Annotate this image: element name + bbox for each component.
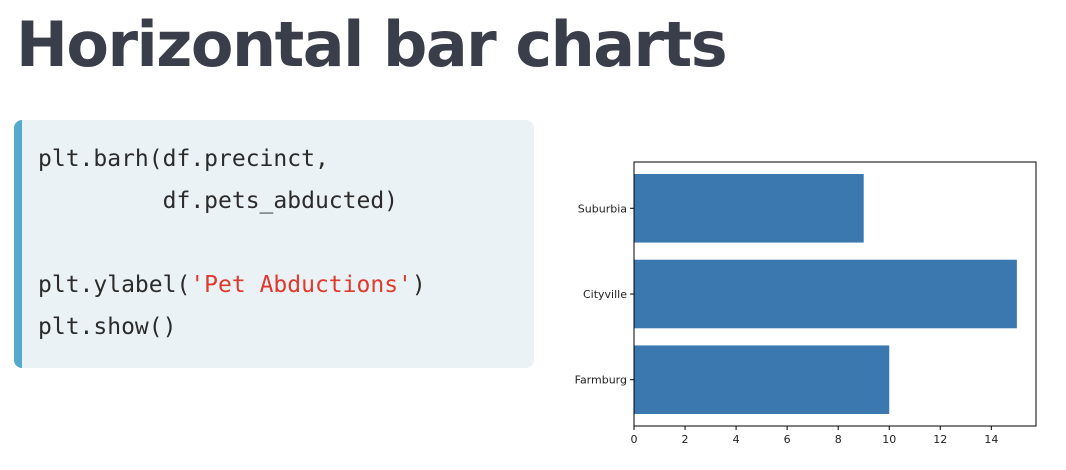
code-ylabel-call: plt.ylabel(: [38, 272, 191, 298]
x-tick-label-2: 2: [682, 433, 689, 446]
bar-suburbia: [634, 174, 864, 243]
y-tick-label-cityville: Cityville: [583, 288, 627, 301]
bar-chart-svg: 0 2 4 6 8 10 12 14 Farmburg Cityville Suburbia: [575, 161, 1037, 446]
code-ylabel-string: 'Pet Abductions': [190, 272, 412, 298]
code-lines: plt.barh(df.precinct, df.pets_abducted) …: [38, 138, 426, 348]
bar-farmburg: [634, 345, 890, 414]
slide-title: Horizontal bar charts: [16, 8, 728, 81]
x-tick-label-0: 0: [631, 433, 638, 446]
code-line-barh-args: df.pets_abducted): [38, 188, 399, 214]
y-tick-label-farmburg: Farmburg: [575, 374, 627, 387]
y-tick-label-suburbia: Suburbia: [578, 202, 627, 215]
code-ylabel-close: ): [411, 272, 426, 298]
bar-chart: 0 2 4 6 8 10 12 14 Farmburg Cityville Suburbia: [556, 150, 1056, 460]
x-tick-label-4: 4: [733, 433, 740, 446]
code-line-ylabel: plt.ylabel('Pet Abductions'): [38, 264, 426, 306]
code-block: plt.barh(df.precinct, df.pets_abducted) …: [14, 120, 534, 368]
x-tick-label-14: 14: [984, 433, 998, 446]
x-tick-label-12: 12: [933, 433, 947, 446]
x-tick-label-10: 10: [882, 433, 896, 446]
x-tick-label-6: 6: [784, 433, 791, 446]
code-line-barh: plt.barh(df.precinct,: [38, 146, 329, 172]
x-tick-label-8: 8: [835, 433, 842, 446]
bar-cityville: [634, 259, 1017, 329]
code-line-show: plt.show(): [38, 314, 177, 340]
code-line-blank: [38, 222, 426, 264]
code-block-accent-bar: [14, 120, 22, 368]
